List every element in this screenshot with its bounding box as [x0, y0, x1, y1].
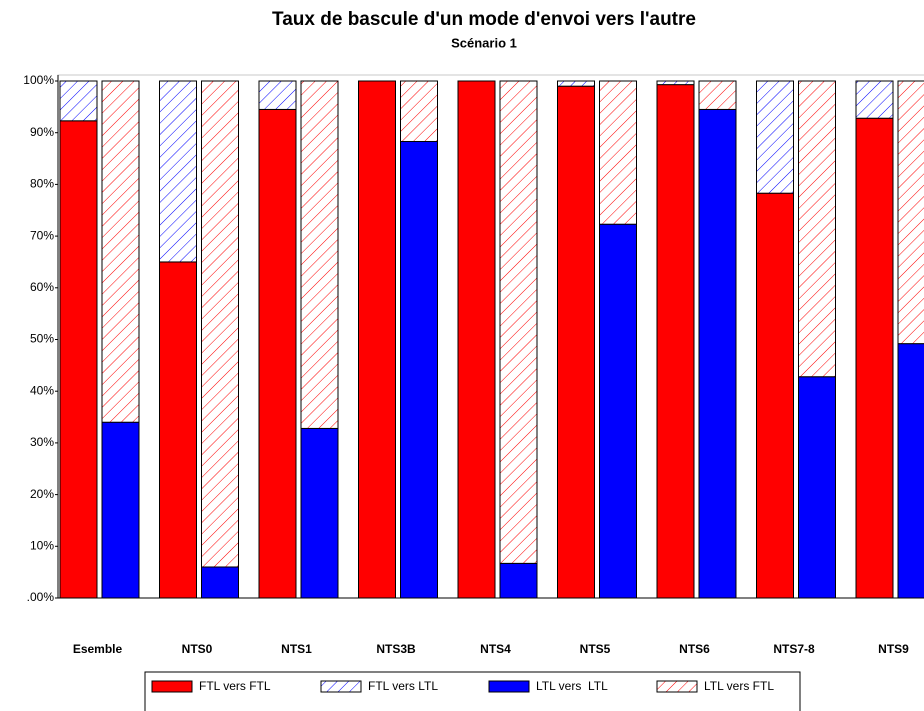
x-tick-label: NTS7-8	[773, 642, 815, 656]
bar-segment	[599, 80, 637, 225]
bar-segment	[101, 80, 140, 423]
bar-segment	[756, 80, 794, 194]
x-tick-label: Esemble	[73, 642, 123, 656]
legend-swatch	[656, 680, 698, 693]
bar-segment	[855, 117, 894, 599]
bar-segment	[400, 80, 438, 142]
bar-segment	[855, 80, 894, 119]
bar-segment	[557, 85, 595, 599]
legend-label: LTL vers LTL	[536, 679, 608, 693]
bar-segment	[300, 80, 339, 429]
x-tick-label: NTS3B	[376, 642, 416, 656]
bar-segment	[599, 223, 637, 599]
chart-subtitle: Scénario 1	[451, 35, 517, 50]
bar-segment	[159, 261, 197, 599]
bar-segment	[201, 80, 239, 568]
bar-segment	[798, 376, 836, 599]
bar-segment	[358, 80, 396, 599]
bar-segment	[201, 566, 239, 599]
legend-swatch	[320, 680, 362, 693]
legend-swatch	[151, 680, 193, 693]
x-tick-label: NTS4	[480, 642, 511, 656]
y-tick-label: 20%	[30, 487, 54, 501]
y-tick-label: 100%	[23, 73, 54, 87]
legend-label: FTL vers LTL	[368, 679, 438, 693]
bar-segment	[557, 80, 595, 87]
y-tick-label: 50%	[30, 332, 54, 346]
bar-segment	[698, 108, 737, 599]
y-tick-label: .00%	[27, 590, 55, 604]
bar-segment	[656, 84, 695, 599]
y-tick-label: 40%	[30, 383, 54, 397]
x-tick-label: NTS5	[580, 642, 611, 656]
legend-label: LTL vers FTL	[704, 679, 774, 693]
y-tick-label: 10%	[30, 538, 54, 552]
bar-segment	[656, 80, 695, 86]
bar-segment	[258, 80, 297, 110]
bar-segment	[59, 80, 98, 122]
y-tick-label: 60%	[30, 280, 54, 294]
bar-segment	[159, 80, 197, 263]
bar-segment	[258, 108, 297, 599]
bar-segment	[59, 120, 98, 599]
bar-segment	[798, 80, 836, 378]
legend-label: FTL vers FTL	[199, 679, 271, 693]
bar-segment	[756, 192, 794, 599]
x-tick-label: NTS9	[878, 642, 909, 656]
bar-segment	[499, 80, 538, 564]
bar-segment	[897, 80, 924, 345]
y-tick-label: 30%	[30, 435, 54, 449]
x-tick-label: NTS0	[182, 642, 213, 656]
y-tick-label: 70%	[30, 228, 54, 242]
chart-title: Taux de bascule d'un mode d'envoi vers l…	[272, 9, 696, 30]
y-tick-label: 80%	[30, 177, 54, 191]
x-tick-label: NTS1	[281, 642, 312, 656]
bar-segment	[698, 80, 737, 110]
bar-segment	[300, 427, 339, 599]
bar-segment	[499, 562, 538, 599]
bar-segment	[101, 421, 140, 599]
y-tick-label: 90%	[30, 125, 54, 139]
x-tick-label: NTS6	[679, 642, 710, 656]
bar-segment	[457, 80, 496, 599]
legend-swatch	[488, 680, 530, 693]
bar-segment	[400, 140, 438, 599]
bar-segment	[897, 343, 924, 599]
